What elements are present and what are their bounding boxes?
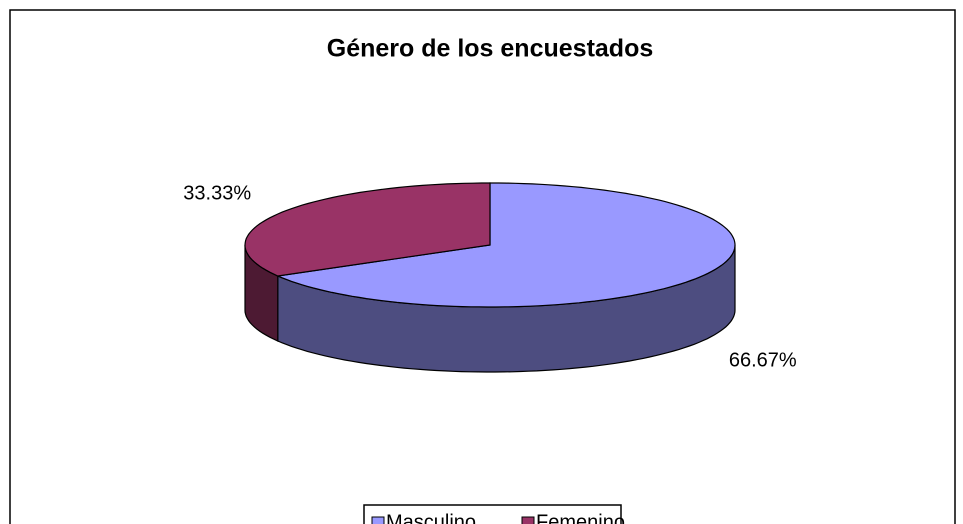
plot-area: 66.67% 33.33% — [183, 182, 797, 373]
slice — [275, 182, 736, 308]
slice — [244, 182, 491, 277]
data-label: 66.67% — [729, 349, 797, 371]
legend-swatch — [521, 516, 535, 524]
legend-border — [363, 504, 622, 524]
data-label: 33.33% — [183, 182, 251, 204]
legend-label: Femenino — [536, 511, 625, 524]
legend-swatch — [371, 516, 385, 524]
chart-title: Género de los encuestados — [327, 35, 654, 63]
chart-border — [9, 9, 956, 524]
legend: Masculino Femenino — [363, 504, 625, 524]
legend-label: Masculino — [386, 511, 476, 524]
